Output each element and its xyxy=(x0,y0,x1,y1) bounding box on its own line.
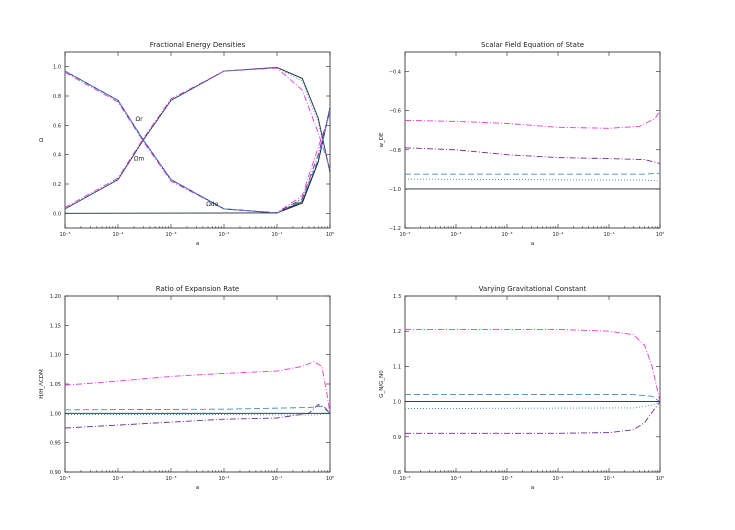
y-tick-label: 1.05 xyxy=(50,382,61,388)
x-tick-label: 10⁻³ xyxy=(165,232,176,238)
plot-frame xyxy=(404,51,661,229)
series-line-3 xyxy=(405,172,661,175)
x-axis-label: a xyxy=(531,241,534,247)
x-tick-label: 10⁻⁵ xyxy=(59,232,70,238)
series-line-1 xyxy=(64,361,331,414)
y-tick-label: 0.4 xyxy=(53,153,61,159)
chart-panel-4: Varying Gravitational Constant 10⁻⁵ 10⁻⁴ 10… xyxy=(379,285,664,491)
y-tick-label: 1.20 xyxy=(50,294,61,300)
series-line-1 xyxy=(64,70,331,214)
series-line-1 xyxy=(404,110,661,129)
series-line-5 xyxy=(64,67,331,208)
x-tick-label: 10⁻⁵ xyxy=(399,476,410,482)
x-tick-label: 10⁻³ xyxy=(501,232,512,238)
y-tick-label: 0.9 xyxy=(393,435,401,441)
series-line-2 xyxy=(404,147,661,164)
plot-frame xyxy=(64,295,331,473)
chart-panel-1: Fractional Energy Densities 10⁻⁵ 10⁻⁴ 10⁻³ 1… xyxy=(39,41,334,247)
y-tick-label: 1.3 xyxy=(393,294,401,300)
series-line-4 xyxy=(404,178,661,182)
chart-panel-3: Ratio of Expansion Rate 10⁻⁵ 10⁻⁴ 10⁻³ 10⁻² 1… xyxy=(39,285,334,491)
x-tick-label: 10⁻¹ xyxy=(271,476,282,482)
y-tick-label: 0.8 xyxy=(53,94,61,100)
x-tick-label: 10⁻² xyxy=(218,476,229,482)
x-tick-label: 10⁻³ xyxy=(165,476,176,482)
series-line-4 xyxy=(65,412,331,416)
series-line-6 xyxy=(64,70,331,214)
y-tick-label: 0.2 xyxy=(53,182,61,188)
x-tick-label: 10⁻⁴ xyxy=(450,232,461,238)
curve-annotation: Ωr xyxy=(136,116,144,123)
x-tick-label: 10⁻¹ xyxy=(603,232,614,238)
x-tick-label: 10⁰ xyxy=(656,476,664,482)
y-axis-label: H/H_ΛCDM xyxy=(39,369,45,399)
x-tick-label: 10⁻⁴ xyxy=(112,232,123,238)
chart-title: Varying Gravitational Constant xyxy=(479,285,587,293)
y-tick-label: 0.90 xyxy=(50,470,61,476)
series-line-2 xyxy=(64,403,331,429)
y-tick-label: 1.15 xyxy=(50,323,61,329)
chart-title: Fractional Energy Densities xyxy=(150,41,246,49)
x-tick-label: 10⁰ xyxy=(326,476,334,482)
y-tick-label: 0.6 xyxy=(53,123,61,129)
x-axis-label: a xyxy=(196,485,199,491)
series-line-2 xyxy=(405,401,661,434)
y-tick-label: 1.10 xyxy=(50,353,61,359)
plot-frame xyxy=(64,51,331,229)
x-tick-label: 10⁻² xyxy=(552,232,563,238)
x-tick-label: 10⁻⁴ xyxy=(450,476,461,482)
chart-panel-2: Scalar Field Equation of State 10⁻⁵ 10⁻⁴ 10… xyxy=(379,41,664,247)
y-tick-label: 1.00 xyxy=(50,411,61,417)
series-line-3 xyxy=(405,394,661,402)
y-axis-label: w_DE xyxy=(379,132,385,147)
curve-annotation: Ωde xyxy=(206,201,218,208)
series-line-4 xyxy=(64,72,331,214)
y-tick-label: −0.4 xyxy=(389,70,401,76)
series-line-7 xyxy=(64,70,331,214)
y-axis-label: Ω xyxy=(39,138,45,142)
y-tick-label: −0.8 xyxy=(389,148,401,154)
series-line-8 xyxy=(64,67,331,210)
x-tick-label: 10⁻⁴ xyxy=(112,476,123,482)
x-tick-label: 10⁻⁵ xyxy=(59,476,70,482)
x-tick-label: 10⁻³ xyxy=(501,476,512,482)
series-line-2 xyxy=(64,66,331,210)
x-axis-label: a xyxy=(196,241,199,247)
x-tick-label: 10⁻² xyxy=(552,476,563,482)
y-tick-label: −1.2 xyxy=(389,226,401,232)
chart-title: Scalar Field Equation of State xyxy=(481,41,584,49)
y-tick-label: 1.1 xyxy=(393,364,401,370)
y-tick-label: 0.0 xyxy=(53,211,61,217)
chart-title: Ratio of Expansion Rate xyxy=(156,285,240,293)
y-tick-label: 0.95 xyxy=(50,441,61,447)
x-tick-label: 10⁻² xyxy=(218,232,229,238)
series-line-3 xyxy=(64,405,331,414)
x-tick-label: 10⁻¹ xyxy=(603,476,614,482)
y-tick-label: −0.6 xyxy=(389,109,401,115)
y-tick-label: 1.2 xyxy=(393,329,401,335)
curve-annotation: Ωm xyxy=(134,156,145,163)
y-tick-label: 1.0 xyxy=(393,400,401,406)
series-line-1 xyxy=(405,328,661,402)
series-line-4 xyxy=(404,401,661,410)
series-line-3 xyxy=(64,107,331,214)
x-tick-label: 10⁻¹ xyxy=(271,232,282,238)
y-tick-label: 1.0 xyxy=(53,65,61,71)
x-tick-label: 10⁰ xyxy=(326,232,334,238)
y-tick-label: 0.8 xyxy=(393,470,401,476)
plot-frame xyxy=(404,295,661,473)
y-axis-label: G_N/G_N0 xyxy=(379,370,385,398)
x-tick-label: 10⁻⁵ xyxy=(399,232,410,238)
x-axis-label: a xyxy=(531,485,534,491)
y-tick-label: −1.0 xyxy=(389,187,401,193)
x-tick-label: 10⁰ xyxy=(656,232,664,238)
